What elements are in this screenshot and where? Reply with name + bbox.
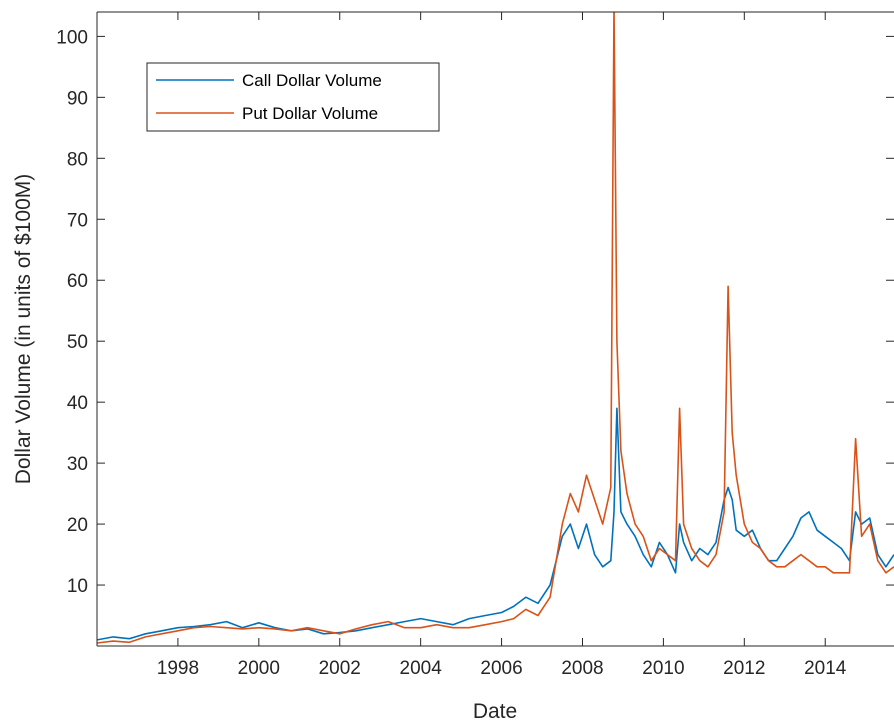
y-ticks: 10 20 30 40 50 60 70 80 90 100: [56, 27, 894, 597]
x-ticks: 1998 2000 2002 2004 2006 2008 2010 2012 2014: [157, 12, 847, 679]
y-tick-label: 90: [67, 88, 88, 109]
series-line-put: [97, 12, 894, 644]
y-tick-label: 80: [67, 149, 88, 170]
y-tick-label: 30: [67, 454, 88, 475]
x-tick-label: 2004: [400, 658, 443, 679]
y-tick-label: 60: [67, 271, 88, 292]
axes-layer: [96, 11, 894, 647]
y-tick-label: 20: [67, 515, 88, 536]
y-tick-label: 70: [67, 210, 88, 231]
y-tick-label: 10: [67, 576, 88, 597]
x-tick-label: 2008: [561, 658, 603, 679]
y-tick-label: 50: [67, 332, 88, 353]
x-tick-label: 2002: [319, 658, 361, 679]
legend-label-call: Call Dollar Volume: [242, 71, 382, 90]
y-tick-label: 40: [67, 393, 88, 414]
legend-label-put: Put Dollar Volume: [242, 104, 378, 123]
x-tick-label: 2014: [804, 658, 847, 679]
x-tick-label: 2012: [723, 658, 765, 679]
x-axis-label: Date: [473, 700, 517, 723]
y-tick-label: 100: [56, 27, 88, 48]
x-tick-label: 2006: [480, 658, 522, 679]
x-tick-label: 2010: [642, 658, 684, 679]
x-tick-label: 1998: [157, 658, 199, 679]
legend-box: [146, 62, 440, 132]
y-axis-label: Dollar Volume (in units of $100M): [12, 174, 35, 484]
x-tick-label: 2000: [238, 658, 280, 679]
series-layer: [97, 12, 894, 644]
legend: Call Dollar Volume Put Dollar Volume: [146, 62, 440, 132]
